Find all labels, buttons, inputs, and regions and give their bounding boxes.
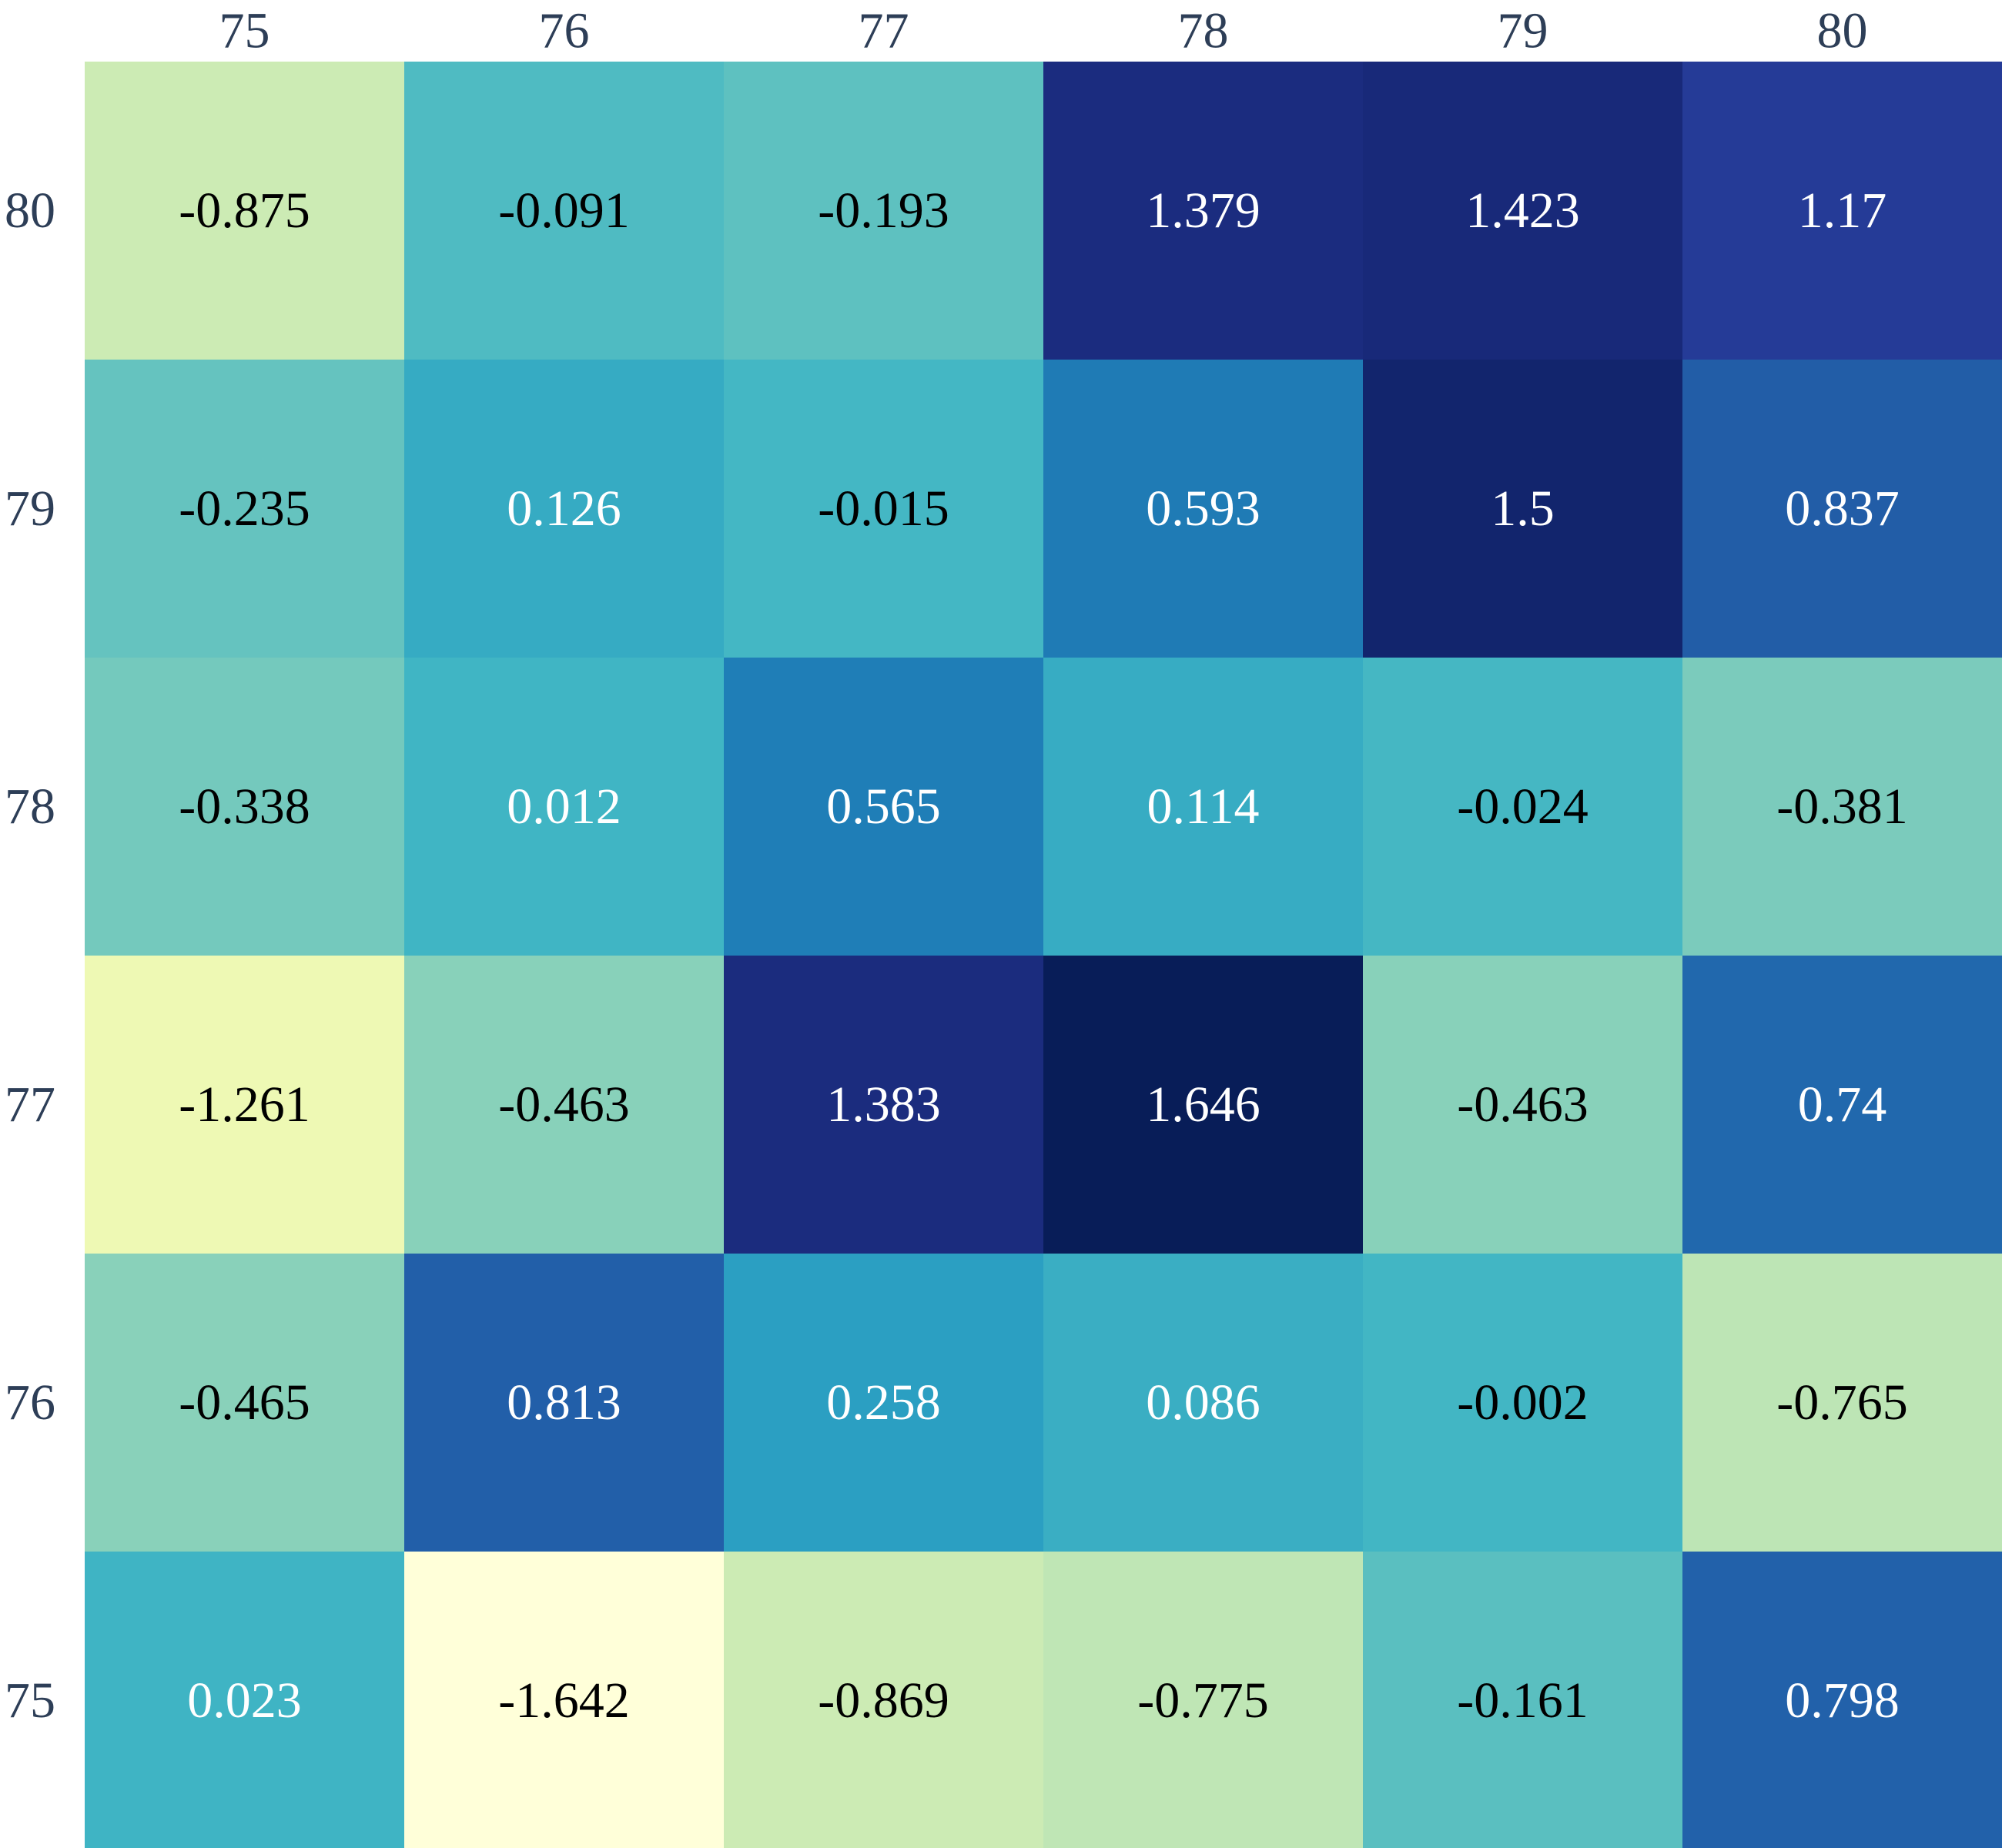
heatmap-cell-value: 0.593: [1146, 480, 1260, 537]
heatmap-cell-value: -0.463: [498, 1076, 629, 1133]
heatmap-cell-value: 0.126: [507, 480, 621, 537]
heatmap-cell-value: -1.261: [179, 1076, 310, 1133]
x-axis-tick-labels: 75 76 77 78 79 80: [219, 3, 1868, 59]
y-tick-label: 77: [5, 1076, 55, 1133]
y-tick-label: 75: [5, 1672, 55, 1729]
heatmap-cell: [1682, 62, 2002, 360]
heatmap-cell-value: 1.383: [826, 1076, 941, 1133]
y-axis-tick-labels: 80 79 78 77 76 75: [5, 182, 55, 1729]
x-tick-label: 77: [859, 3, 909, 59]
heatmap-cell: [85, 1552, 405, 1848]
heatmap-cells: [85, 62, 2002, 1848]
heatmap-cell-value: 0.258: [826, 1374, 941, 1431]
heatmap-cell: [404, 62, 725, 360]
heatmap-cell: [724, 658, 1044, 956]
heatmap-cell-value: 1.17: [1798, 182, 1887, 239]
x-tick-label: 80: [1817, 3, 1868, 59]
heatmap-cell: [85, 62, 405, 360]
heatmap-cell-value: 0.023: [187, 1672, 302, 1729]
heatmap-cell-value: -0.875: [179, 182, 310, 239]
heatmap-cell: [724, 1552, 1044, 1848]
heatmap-cell: [1043, 658, 1364, 956]
heatmap-cell: [1363, 956, 1683, 1254]
heatmap-cell: [85, 360, 405, 658]
heatmap-cell: [1682, 360, 2002, 658]
heatmap-cell: [1363, 62, 1683, 360]
heatmap-cell-value: 1.379: [1146, 182, 1260, 239]
heatmap-cell: [724, 62, 1044, 360]
heatmap-cell-value: 1.646: [1146, 1076, 1260, 1133]
heatmap-cell: [1682, 1552, 2002, 1848]
heatmap-cell-value: -0.193: [818, 182, 949, 239]
heatmap-cell: [85, 956, 405, 1254]
heatmap-cell: [1043, 360, 1364, 658]
heatmap-cell-value: -0.091: [498, 182, 629, 239]
heatmap-cell: [85, 658, 405, 956]
x-tick-label: 78: [1178, 3, 1229, 59]
heatmap-cell: [85, 1254, 405, 1552]
heatmap-cell: [1682, 1254, 2002, 1552]
y-tick-label: 76: [5, 1374, 55, 1431]
heatmap-cell-value: -0.765: [1776, 1374, 1907, 1431]
heatmap-cell: [404, 1552, 725, 1848]
heatmap-cell-value: 1.5: [1491, 480, 1555, 537]
heatmap-cell-value: -0.161: [1457, 1672, 1588, 1729]
heatmap-cell: [724, 360, 1044, 658]
heatmap-cell: [1363, 360, 1683, 658]
heatmap-cell: [404, 658, 725, 956]
y-tick-label: 80: [5, 182, 55, 239]
heatmap-cell-value: -0.338: [179, 778, 310, 835]
heatmap-cell-value: 0.74: [1798, 1076, 1887, 1133]
heatmap-cell: [404, 1254, 725, 1552]
heatmap-cell: [1682, 658, 2002, 956]
heatmap-cell-value: -0.015: [818, 480, 949, 537]
heatmap-cell-value: 1.423: [1465, 182, 1580, 239]
heatmap-cell-value: 0.798: [1785, 1672, 1900, 1729]
x-tick-label: 76: [539, 3, 590, 59]
heatmap-cell-value: 0.086: [1146, 1374, 1260, 1431]
heatmap-cell-value: -0.024: [1457, 778, 1588, 835]
heatmap-cell-value: -0.465: [179, 1374, 310, 1431]
heatmap-cell-labels: -0.875 -0.091 -0.193 1.379 1.423 1.17 -0.235 0.…: [179, 182, 1907, 1729]
heatmap-cell-value: -0.381: [1776, 778, 1907, 835]
heatmap-cell: [724, 1254, 1044, 1552]
x-tick-label: 75: [219, 3, 270, 59]
heatmap-cell-value: 0.565: [826, 778, 941, 835]
y-tick-label: 78: [5, 778, 55, 835]
heatmap-cell-value: -0.002: [1457, 1374, 1588, 1431]
heatmap-cell: [1043, 62, 1364, 360]
y-tick-label: 79: [5, 480, 55, 537]
heatmap-cell: [1682, 956, 2002, 1254]
heatmap-cell: [1363, 658, 1683, 956]
heatmap-cell: [1043, 1254, 1364, 1552]
heatmap-cell-value: -0.235: [179, 480, 310, 537]
heatmap-cell-value: 0.837: [1785, 480, 1900, 537]
heatmap-cell-value: 0.012: [507, 778, 621, 835]
heatmap-cell-value: -0.463: [1457, 1076, 1588, 1133]
heatmap-cell-value: -0.869: [818, 1672, 949, 1729]
heatmap-cell-value: 0.813: [507, 1374, 621, 1431]
heatmap-cell: [404, 360, 725, 658]
heatmap-cell: [404, 956, 725, 1254]
heatmap-cell: [1363, 1552, 1683, 1848]
x-tick-label: 79: [1498, 3, 1548, 59]
heatmap-cell: [1363, 1254, 1683, 1552]
heatmap-cell: [1043, 1552, 1364, 1848]
heatmap-cell: [1043, 956, 1364, 1254]
heatmap-cell: [724, 956, 1044, 1254]
heatmap-cell-value: -1.642: [498, 1672, 629, 1729]
heatmap-cell-value: -0.775: [1137, 1672, 1268, 1729]
heatmap-cell-value: 0.114: [1147, 778, 1259, 835]
